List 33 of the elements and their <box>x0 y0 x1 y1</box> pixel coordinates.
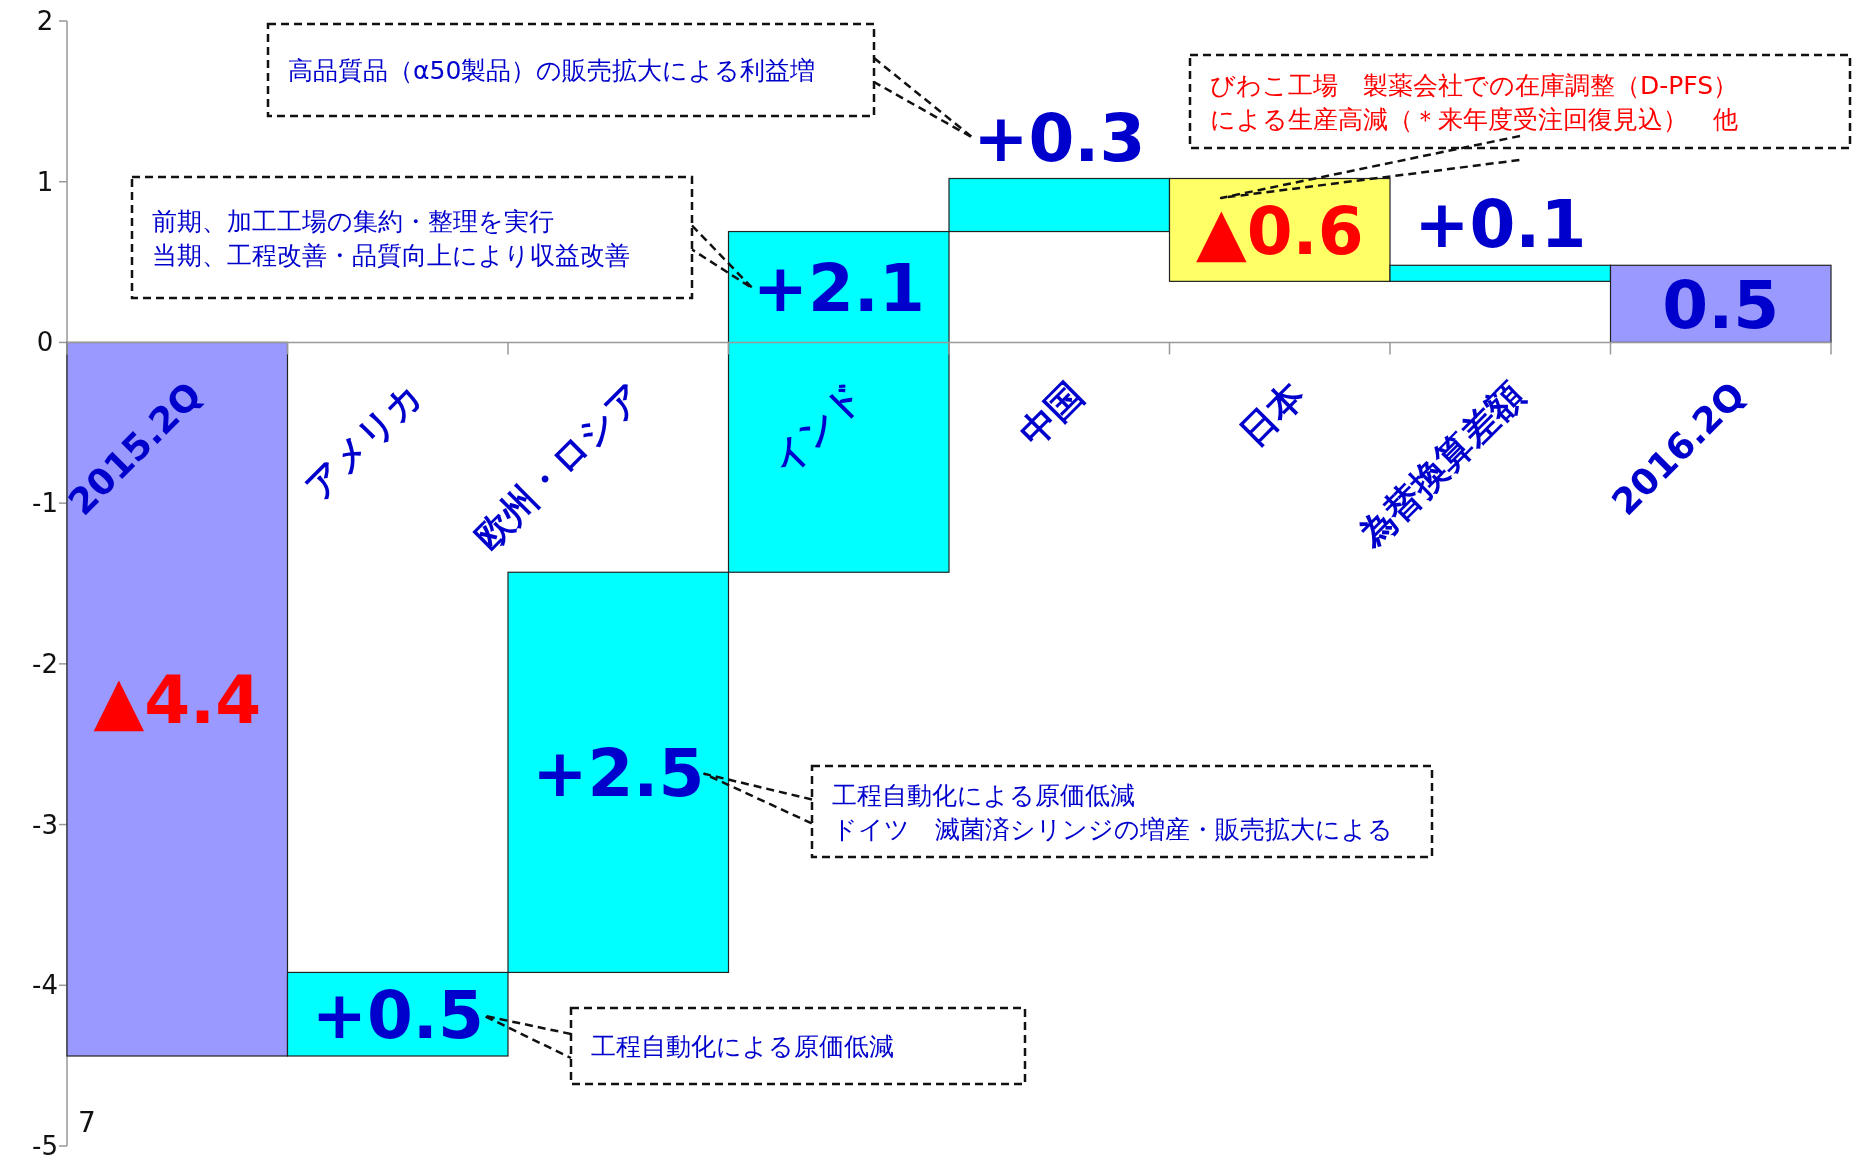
data-label: +0.5 <box>311 977 484 1055</box>
y-tick-label: -2 <box>32 648 58 679</box>
x-tick-label: インド <box>763 374 871 482</box>
data-label: ▲4.4 <box>93 662 262 740</box>
data-label: +0.3 <box>973 99 1146 177</box>
data-label: +2.1 <box>752 249 925 327</box>
y-tick-label: -4 <box>32 970 58 1001</box>
callout: 工程自動化による原価低減 ドイツ 滅菌済シリンジの増産・販売拡大による <box>703 764 1434 859</box>
y-tick-label: 1 <box>36 166 54 197</box>
annotation: びわこ工場 製薬会社での在庫調整（D-PFS） <box>1210 70 1739 100</box>
y-tick-label: 2 <box>36 6 54 36</box>
annotation: 高品質品（α50製品）の販売拡大による利益増 <box>288 56 816 85</box>
x-tick-label: 中国 <box>1011 374 1092 454</box>
y-tick-label: -3 <box>32 809 58 840</box>
callout: 工程自動化による原価低減 <box>482 1006 1027 1086</box>
annotation: 工程自動化による原価低減 <box>591 1032 894 1061</box>
x-tick-label: 欧州・ロシア <box>466 374 651 558</box>
x-tick-label: 日本 <box>1231 374 1312 454</box>
x-tick-label: 為替換算差額 <box>1349 374 1533 557</box>
annotation: 当期、工程改善・品質向上により収益改善 <box>152 240 630 270</box>
annotation: 工程自動化による原価低減 <box>832 780 1135 810</box>
y-tick-label: 0 <box>36 327 54 358</box>
callout: 前期、加工工場の集約・整理を実行 当期、工程改善・品質向上により収益改善 <box>130 175 754 300</box>
annotation: による生産高減（＊来年度受注回復見込） 他 <box>1210 104 1738 134</box>
y-tick-label: -1 <box>32 488 58 519</box>
annotation: ドイツ 滅菌済シリンジの増産・販売拡大による <box>832 814 1393 844</box>
y-tick-label: -5 <box>32 1131 58 1156</box>
annotation: 7 <box>78 1106 96 1139</box>
callout: 高品質品（α50製品）の販売拡大による利益増 <box>266 22 975 140</box>
data-label: +2.5 <box>532 735 705 813</box>
data-label: 0.5 <box>1662 266 1780 344</box>
x-tick-label: アメリカ <box>296 374 430 508</box>
annotation: 前期、加工工場の集約・整理を実行 <box>152 206 554 236</box>
